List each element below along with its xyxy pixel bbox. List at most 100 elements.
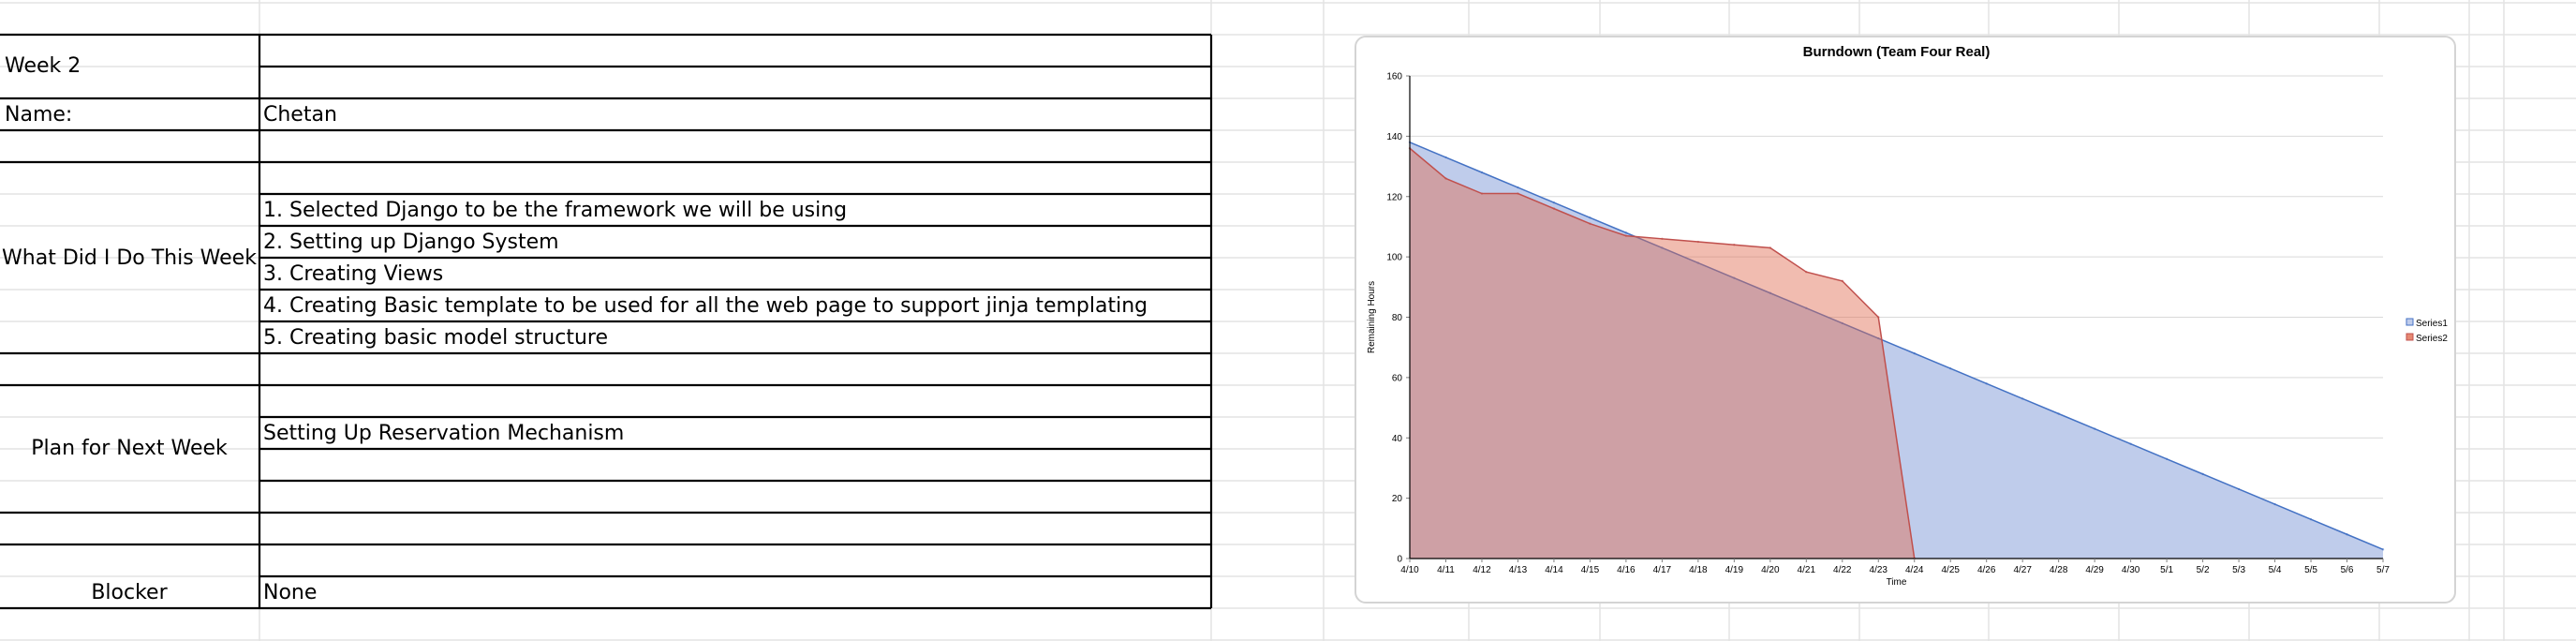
data-point-Series1 [1733, 276, 1736, 279]
x-tick-label: 5/5 [2304, 565, 2317, 575]
legend-swatch-Series1 [2406, 318, 2414, 326]
x-tick-label: 4/20 [1761, 565, 1780, 575]
data-point-Series1 [1552, 201, 1556, 204]
x-tick-label: 4/22 [1833, 565, 1852, 575]
data-point-Series1 [2057, 412, 2060, 415]
x-tick-label: 4/29 [2085, 565, 2104, 575]
x-tick-label: 5/6 [2341, 565, 2354, 575]
data-point-Series2 [1517, 192, 1519, 195]
x-tick-label: 4/13 [1509, 565, 1528, 575]
plan-item-1[interactable]: Setting Up Reservation Mechanism [263, 422, 625, 445]
data-point-Series2 [1661, 237, 1664, 241]
plan-label[interactable]: Plan for Next Week [31, 437, 228, 460]
y-tick-label: 100 [1386, 253, 1402, 263]
done-label[interactable]: What Did I Do This Week [2, 246, 257, 270]
y-tick-label: 60 [1392, 373, 1403, 383]
data-point-Series2 [1624, 234, 1628, 237]
data-point-Series2 [1733, 244, 1736, 246]
y-tick-label: 120 [1386, 192, 1402, 202]
data-point-Series1 [1696, 261, 1700, 264]
series-area-Series1 [1410, 142, 2383, 559]
x-tick-label: 4/16 [1617, 565, 1636, 575]
data-point-Series1 [2346, 533, 2348, 536]
data-point-Series1 [1985, 382, 1988, 385]
x-tick-label: 4/25 [1941, 565, 1960, 575]
data-point-Series1 [2021, 397, 2024, 400]
x-tick-label: 4/19 [1725, 565, 1744, 575]
y-axis-title: Remaining Hours [1367, 281, 1377, 353]
data-point-Series1 [2201, 472, 2204, 476]
data-point-Series2 [1696, 240, 1700, 244]
y-tick-label: 80 [1392, 313, 1403, 323]
y-tick-label: 20 [1392, 494, 1403, 504]
x-tick-label: 5/4 [2269, 565, 2282, 575]
x-tick-label: 5/7 [2376, 565, 2390, 575]
done-item-1[interactable]: 1. Selected Django to be the framework w… [263, 199, 848, 222]
x-tick-label: 4/30 [2122, 565, 2140, 575]
x-tick-label: 4/28 [2050, 565, 2068, 575]
data-point-Series1 [1444, 156, 1447, 159]
x-tick-label: 4/26 [1977, 565, 1996, 575]
x-tick-label: 4/14 [1545, 565, 1563, 575]
burndown-chart-panel[interactable]: Burndown (Team Four Real) 0 20 40 60 80 100 120… [1355, 36, 2456, 604]
data-point-Series2 [1480, 192, 1484, 195]
data-point-Series1 [2273, 502, 2276, 506]
legend-label-Series2: Series2 [2416, 334, 2448, 344]
data-point-Series1 [1805, 306, 1808, 310]
done-item-3[interactable]: 3. Creating Views [263, 262, 444, 286]
x-tick-label: 4/12 [1473, 565, 1491, 575]
x-tick-label: 4/27 [2013, 565, 2032, 575]
data-point-Series2 [1841, 279, 1843, 283]
blocker-value[interactable]: None [263, 581, 318, 604]
chart-title: Burndown (Team Four Real) [1803, 44, 1991, 60]
data-point-Series1 [2237, 487, 2241, 491]
data-point-Series2 [1769, 246, 1772, 249]
x-tick-label: 4/17 [1653, 565, 1672, 575]
x-tick-label: 4/18 [1689, 565, 1708, 575]
name-value[interactable]: Chetan [263, 103, 337, 127]
done-item-5[interactable]: 5. Creating basic model structure [263, 326, 609, 350]
data-point-Series1 [1841, 321, 1843, 325]
x-tick-label: 4/11 [1437, 565, 1455, 575]
x-tick-label: 5/3 [2232, 565, 2245, 575]
blocker-label[interactable]: Blocker [91, 581, 168, 604]
data-point-Series1 [1769, 291, 1772, 294]
data-point-Series1 [1949, 367, 1952, 370]
data-point-Series2 [1805, 271, 1808, 274]
data-point-Series1 [1913, 351, 1916, 355]
data-point-Series1 [1589, 216, 1591, 219]
data-point-Series1 [2165, 457, 2169, 460]
x-tick-label: 4/24 [1905, 565, 1924, 575]
x-tick-label: 4/21 [1798, 565, 1816, 575]
y-tick-label: 40 [1392, 434, 1403, 444]
data-point-Series1 [1517, 186, 1519, 189]
series-line-Series1 [1409, 142, 2384, 551]
data-point-Series1 [1877, 336, 1880, 340]
x-tick-label: 4/10 [1400, 565, 1419, 575]
y-tick-label: 140 [1386, 132, 1402, 142]
x-tick-label: 5/2 [2197, 565, 2210, 575]
data-point-Series1 [2129, 442, 2132, 445]
legend-swatch-Series2 [2406, 333, 2414, 341]
burndown-chart: Burndown (Team Four Real) 0 20 40 60 80 100 120… [1367, 44, 2448, 588]
done-item-2[interactable]: 2. Setting up Django System [263, 231, 559, 254]
data-point-Series1 [1480, 171, 1484, 174]
x-tick-label: 4/15 [1581, 565, 1600, 575]
x-tick-label: 4/23 [1870, 565, 1888, 575]
y-tick-label: 160 [1386, 72, 1402, 82]
done-item-4[interactable]: 4. Creating Basic template to be used fo… [263, 294, 1148, 318]
data-point-Series2 [1444, 177, 1447, 180]
series-area-Series2 [1410, 148, 1915, 559]
x-tick-label: 5/1 [2160, 565, 2173, 575]
data-point-Series1 [2093, 427, 2096, 430]
x-axis-title: Time [1887, 577, 1907, 588]
week-label[interactable]: Week 2 [5, 54, 81, 78]
data-point-Series1 [2309, 517, 2313, 521]
legend-label-Series1: Series1 [2416, 319, 2448, 329]
data-point-Series1 [1624, 231, 1628, 234]
name-label[interactable]: Name: [5, 103, 73, 127]
data-point-Series1 [1661, 246, 1664, 249]
data-point-Series2 [1877, 316, 1880, 319]
y-tick-label: 0 [1397, 555, 1402, 565]
